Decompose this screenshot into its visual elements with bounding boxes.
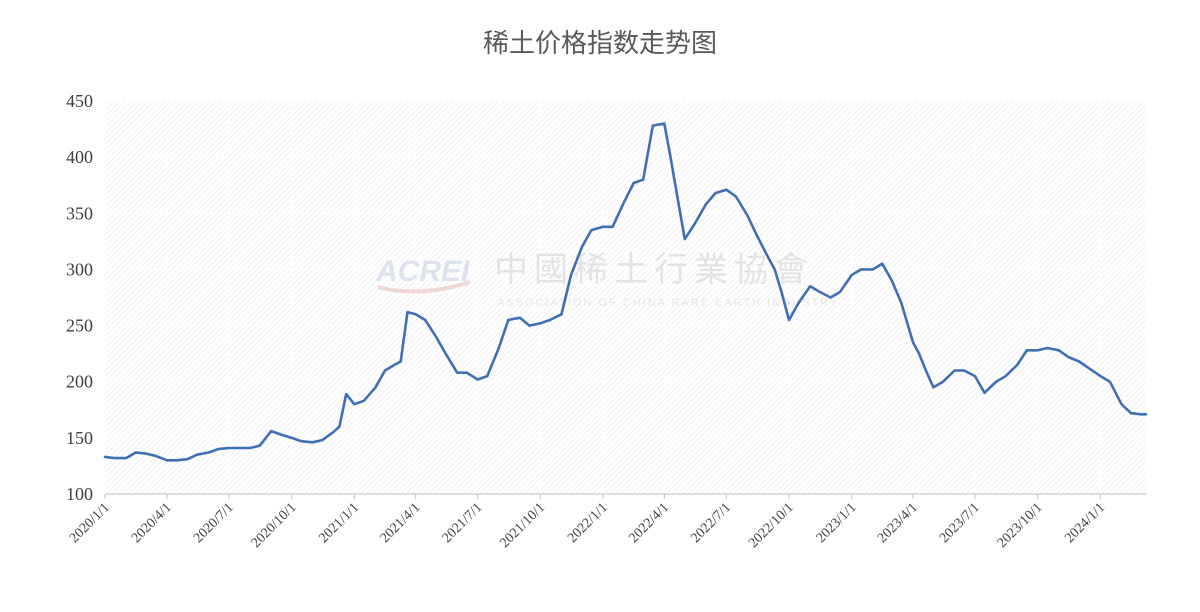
x-tick-label: 2021/7/1 [440, 500, 486, 546]
x-tick-label: 2021/4/1 [378, 500, 424, 546]
x-tick-label: 2022/1/1 [565, 500, 611, 546]
x-tick-label: 2024/1/1 [1062, 500, 1108, 546]
series-group [103, 122, 1148, 462]
x-tick-label: 2023/10/1 [995, 500, 1046, 551]
x-tick-label: 2021/10/1 [497, 500, 548, 551]
gridlines [104, 100, 1146, 494]
y-tick-label: 450 [66, 91, 93, 111]
x-tick-label: 2022/10/1 [746, 500, 797, 551]
x-tick-label: 2021/1/1 [316, 500, 362, 546]
x-tick-label: 2020/4/1 [129, 500, 175, 546]
y-tick-label: 250 [66, 316, 93, 336]
x-tick-label: 2020/10/1 [249, 500, 300, 551]
x-tick-label: 2023/4/1 [875, 500, 921, 546]
y-tick-label: 200 [66, 372, 93, 392]
watermark-logo-text: ACREI [375, 255, 470, 288]
x-tick-label: 2022/7/1 [688, 500, 734, 546]
x-tick-label: 2022/4/1 [626, 500, 672, 546]
y-tick-label: 150 [66, 428, 93, 448]
x-tick-label: 2023/7/1 [937, 500, 983, 546]
series-line-0 [103, 122, 1148, 462]
plot-area [105, 101, 1146, 494]
x-axis: 2020/1/1 2020/4/1 2020/7/1 2020/10/1 2021/1/… [67, 494, 1108, 551]
watermark-subtitle: ASSOCIATION OF CHINA RARE EARTH INDUSTRY [497, 297, 839, 309]
x-tick-label: 2020/1/1 [67, 500, 113, 546]
watermark-name: 中國稀土行業協會 [494, 250, 814, 290]
y-tick-label: 300 [66, 259, 93, 279]
y-tick-label: 350 [66, 203, 93, 223]
x-tick-label: 2020/7/1 [191, 500, 237, 546]
watermark-swoosh [377, 280, 471, 294]
chart-title: 稀土价格指数走势图 [483, 29, 717, 59]
x-tick-label: 2023/1/1 [814, 500, 860, 546]
y-axis: 100 150 200 250 300 350 400 450 [66, 91, 93, 504]
y-tick-label: 100 [66, 484, 93, 504]
watermark: ACREI 中國稀土行業協會 ASSOCIATION OF CHINA RARE… [375, 250, 839, 309]
y-tick-label: 400 [66, 147, 93, 167]
